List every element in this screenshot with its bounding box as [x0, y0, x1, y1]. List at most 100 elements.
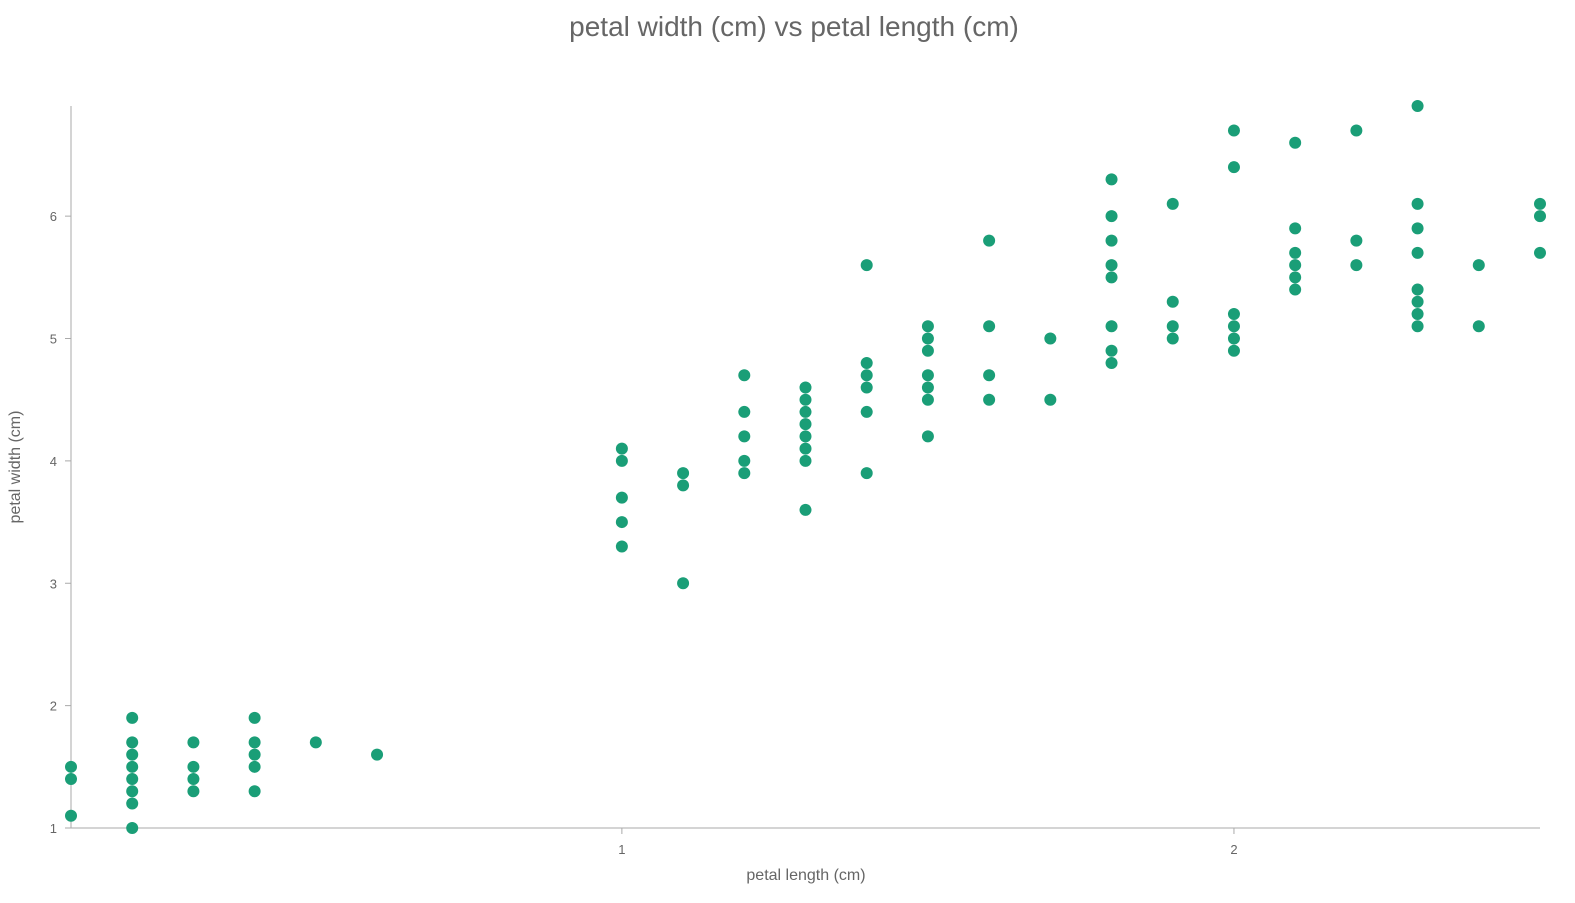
data-point: [1166, 197, 1179, 210]
y-tick-label: 4: [50, 454, 57, 469]
data-point: [921, 393, 934, 406]
data-point: [738, 430, 751, 443]
data-point: [126, 760, 139, 773]
data-point: [1105, 234, 1118, 247]
data-point: [1534, 197, 1546, 210]
y-tick-label: 2: [50, 699, 57, 714]
data-point: [615, 454, 628, 467]
data-point: [1289, 271, 1302, 284]
data-point: [1166, 295, 1179, 308]
data-point: [1534, 246, 1546, 259]
y-tick-label: 3: [50, 576, 57, 591]
data-point: [1411, 246, 1424, 259]
data-point: [799, 430, 812, 443]
data-point: [1227, 344, 1240, 357]
data-point: [921, 344, 934, 357]
data-point: [860, 259, 873, 272]
data-point: [126, 748, 139, 761]
data-point: [1411, 320, 1424, 333]
data-point: [1105, 320, 1118, 333]
data-point: [1411, 222, 1424, 235]
x-tick-label: 2: [1230, 842, 1237, 857]
data-point: [799, 503, 812, 516]
y-tick-label: 5: [50, 332, 57, 347]
data-point: [1105, 356, 1118, 369]
data-point: [799, 405, 812, 418]
data-point: [677, 479, 690, 492]
data-point: [983, 369, 996, 382]
y-ticks: 1 2 3 4 5 6: [50, 209, 71, 836]
data-point: [1350, 124, 1363, 137]
data-point: [738, 454, 751, 467]
data-point: [65, 760, 77, 773]
data-point: [126, 773, 139, 786]
data-point: [1105, 210, 1118, 223]
x-axis-label: petal length (cm): [746, 867, 865, 884]
data-point: [187, 736, 200, 749]
data-point: [1472, 259, 1485, 272]
data-point: [921, 381, 934, 394]
data-point: [1044, 393, 1057, 406]
data-point: [309, 736, 322, 749]
data-point: [1289, 222, 1302, 235]
data-point: [738, 369, 751, 382]
data-point: [677, 467, 690, 480]
data-point: [921, 332, 934, 345]
data-point: [799, 393, 812, 406]
data-point: [248, 736, 261, 749]
data-point: [1227, 332, 1240, 345]
data-point: [615, 516, 628, 529]
data-point: [248, 785, 261, 798]
data-point: [187, 773, 200, 786]
data-point: [1289, 136, 1302, 149]
data-point: [860, 381, 873, 394]
data-point: [371, 748, 384, 761]
data-point: [799, 442, 812, 455]
data-point: [1411, 295, 1424, 308]
data-point: [983, 234, 996, 247]
data-point: [1350, 234, 1363, 247]
data-point: [1411, 100, 1424, 112]
data-point: [921, 430, 934, 443]
data-point: [65, 809, 77, 822]
data-point: [1350, 259, 1363, 272]
data-point: [1472, 320, 1485, 333]
data-point: [1044, 332, 1057, 345]
data-point: [248, 760, 261, 773]
data-point: [1534, 210, 1546, 223]
data-point: [615, 540, 628, 553]
axes: [70, 106, 1540, 829]
data-point: [983, 393, 996, 406]
data-point: [65, 773, 77, 786]
data-point: [187, 760, 200, 773]
data-point: [187, 785, 200, 798]
data-point: [860, 369, 873, 382]
data-point: [248, 711, 261, 724]
data-point: [1105, 173, 1118, 186]
chart-title: petal width (cm) vs petal length (cm): [569, 11, 1019, 42]
data-point: [1166, 332, 1179, 345]
data-point: [126, 711, 139, 724]
data-point: [921, 369, 934, 382]
data-point: [1227, 124, 1240, 137]
data-point: [1289, 259, 1302, 272]
y-tick-label: 6: [50, 209, 57, 224]
data-point: [1227, 161, 1240, 174]
data-point: [1227, 320, 1240, 333]
data-point: [799, 454, 812, 467]
data-point: [677, 577, 690, 590]
data-point: [1227, 308, 1240, 321]
data-point: [615, 442, 628, 455]
data-point: [738, 467, 751, 480]
data-point: [126, 797, 139, 810]
data-point: [860, 356, 873, 369]
data-point: [983, 320, 996, 333]
data-point: [921, 320, 934, 333]
data-point: [1105, 271, 1118, 284]
data-point: [1289, 246, 1302, 259]
data-point: [615, 491, 628, 504]
data-point: [799, 381, 812, 394]
data-point: [126, 822, 139, 834]
